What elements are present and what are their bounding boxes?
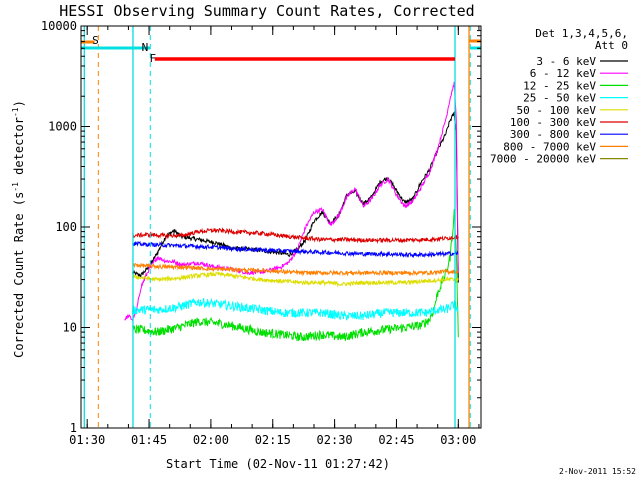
x-tick-label: 02:15 (255, 433, 291, 447)
series-line-7 (132, 263, 459, 277)
legend-label-4: 50 - 100 keV (517, 104, 597, 117)
chart-title: HESSI Observing Summary Count Rates, Cor… (59, 2, 474, 20)
legend-label-0: 3 - 6 keV (536, 55, 596, 68)
legend-title-1: Det 1,3,4,5,6, (535, 27, 628, 40)
legend-label-5: 100 - 300 keV (510, 116, 596, 129)
x-tick-label: 02:30 (317, 433, 353, 447)
series-line-2 (132, 209, 459, 342)
x-tick-label: 03:00 (440, 433, 476, 447)
y-axis-label: Corrected Count Rate (s-1 detector-1) (11, 100, 26, 358)
legend-label-1: 6 - 12 keV (530, 67, 597, 80)
series-line-6 (132, 240, 459, 259)
series-line-1 (124, 81, 459, 321)
y-tick-label: 100 (55, 220, 77, 234)
legend-label-7: 800 - 7000 keV (503, 140, 596, 153)
timestamp: 2-Nov-2011 15:52 (559, 467, 636, 476)
series-line-5 (132, 227, 459, 244)
flag-label-s: S (92, 34, 99, 47)
y-tick-label: 10000 (41, 19, 77, 33)
y-tick-label: 1000 (48, 120, 77, 134)
y-tick-label: 10 (63, 321, 77, 335)
legend-label-8: 7000 - 20000 keV (490, 153, 596, 166)
x-tick-label: 02:45 (378, 433, 414, 447)
x-tick-label: 01:45 (131, 433, 167, 447)
legend-label-2: 12 - 25 keV (523, 79, 596, 92)
y-tick-label: 1 (70, 421, 77, 435)
x-tick-label: 02:00 (193, 433, 229, 447)
legend-label-3: 25 - 50 keV (523, 92, 596, 105)
series-line-0 (132, 110, 459, 283)
x-tick-label: 01:30 (69, 433, 105, 447)
flag-label-n: N (142, 41, 149, 54)
flag-label-f: F (149, 52, 156, 65)
legend-label-6: 300 - 800 keV (510, 128, 596, 141)
x-axis-label: Start Time (02-Nov-11 01:27:42) (166, 457, 390, 471)
legend-title-2: Att 0 (595, 39, 628, 52)
series-line-4 (132, 271, 459, 288)
plot-frame (80, 25, 482, 429)
series-line-3 (132, 297, 459, 321)
